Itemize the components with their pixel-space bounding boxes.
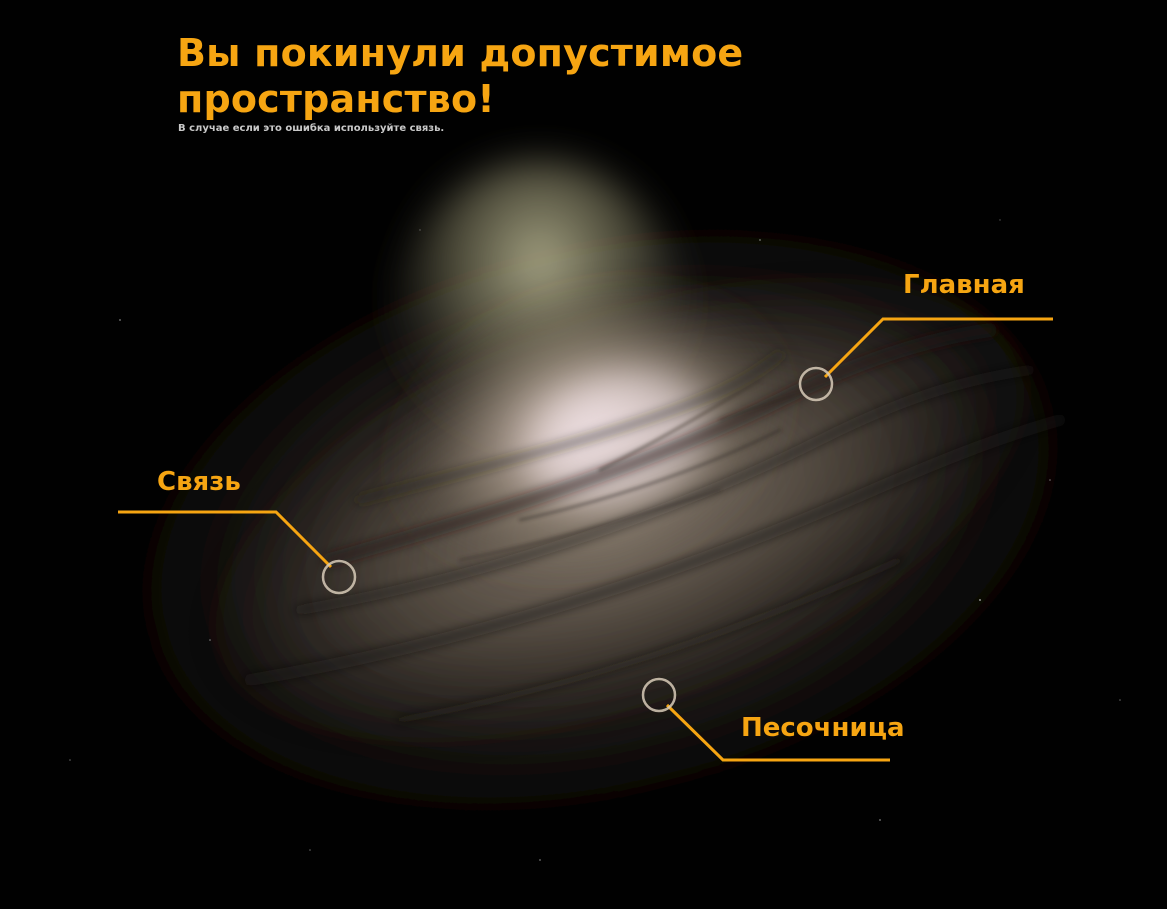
nav-main-connector xyxy=(823,317,1053,379)
nav-sandbox-connector xyxy=(665,703,890,762)
page-subtitle: В случае если это ошибка используйте свя… xyxy=(178,123,445,134)
nav-sandbox-link[interactable]: Песочница xyxy=(741,713,905,743)
page-title: Вы покинули допустимое пространство! xyxy=(177,31,744,121)
nav-main-callout[interactable] xyxy=(798,317,1053,402)
nav-main-link[interactable]: Главная xyxy=(903,270,1025,300)
nav-contact-hotspot-ring-icon[interactable] xyxy=(321,559,357,595)
nav-sandbox-callout[interactable] xyxy=(641,677,890,762)
nav-contact-connector xyxy=(118,510,333,569)
nav-main-hotspot-ring-icon[interactable] xyxy=(798,366,834,402)
nav-sandbox-hotspot-ring-icon[interactable] xyxy=(641,677,677,713)
nav-contact-callout[interactable] xyxy=(118,510,357,595)
nav-contact-link[interactable]: Связь xyxy=(157,467,241,497)
